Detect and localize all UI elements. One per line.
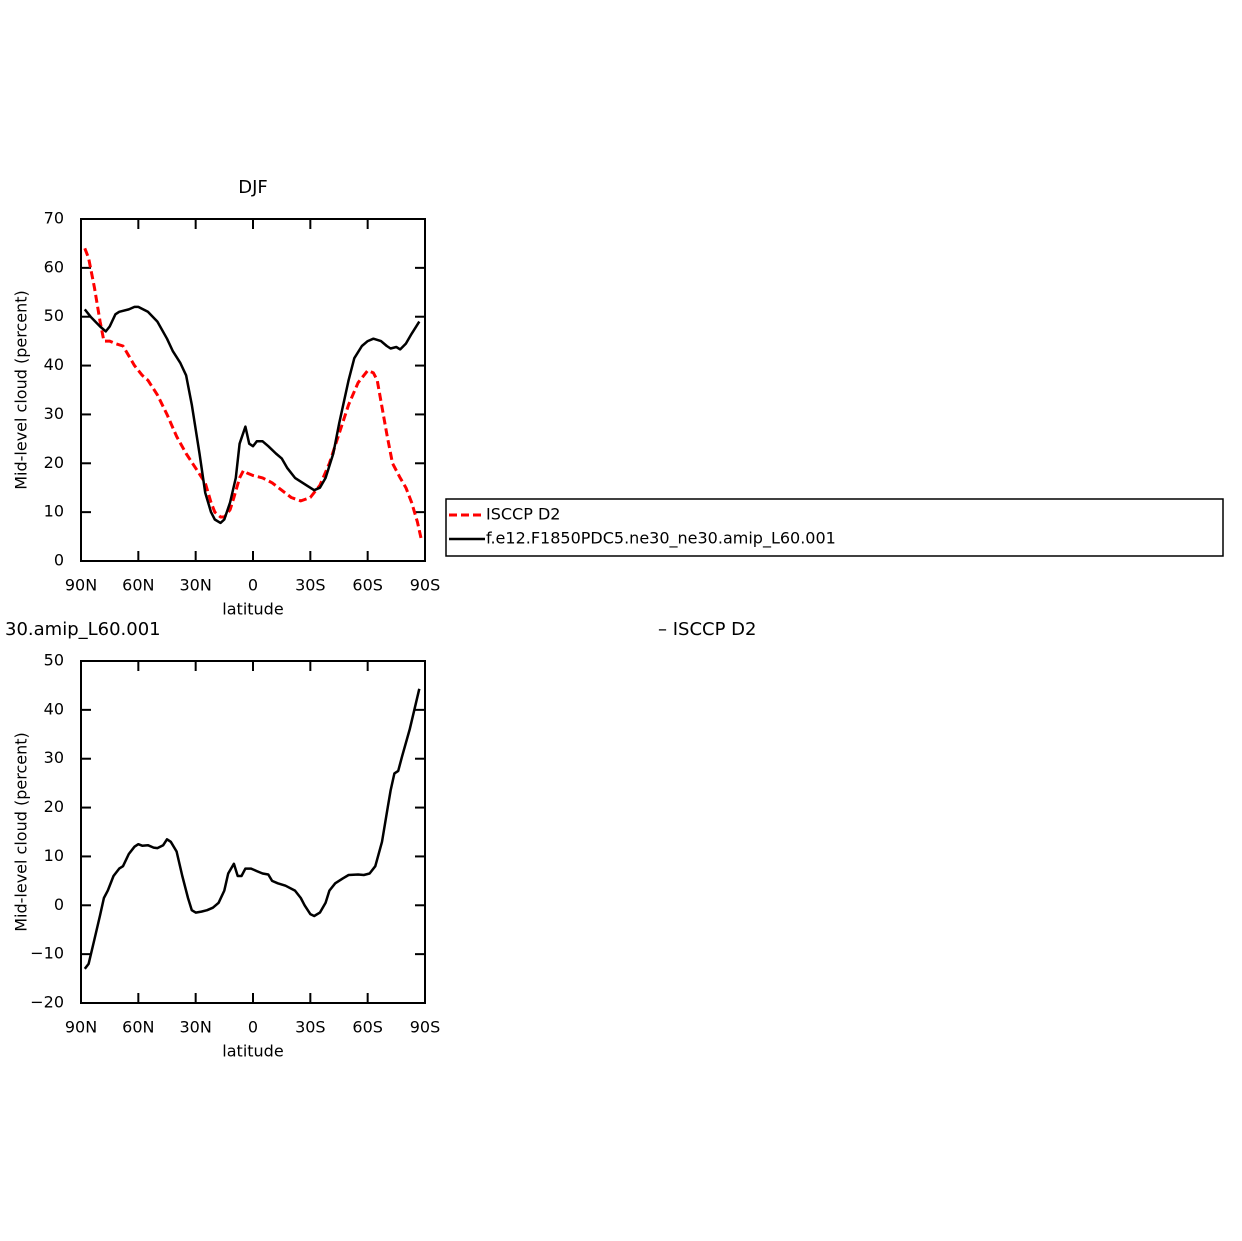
x-tick-label: 60S: [352, 1018, 383, 1037]
legend-label: ISCCP D2: [486, 505, 560, 524]
x-tick-label: 0: [248, 576, 258, 595]
x-tick-label: 30S: [295, 1018, 326, 1037]
y-tick-label: 10: [44, 846, 64, 865]
y-tick-label: 70: [44, 209, 64, 228]
x-tick-label: 0: [248, 1018, 258, 1037]
y-tick-label: −20: [30, 993, 64, 1012]
y-tick-label: −10: [30, 944, 64, 963]
x-tick-label: 90S: [410, 576, 441, 595]
x-axis-label: latitude: [222, 1042, 283, 1061]
y-tick-label: 20: [44, 797, 64, 816]
y-tick-label: 20: [44, 453, 64, 472]
x-axis-label: latitude: [222, 600, 283, 619]
chart-title-left: 30.amip_L60.001: [5, 619, 161, 640]
y-tick-label: 30: [44, 748, 64, 767]
x-tick-label: 30S: [295, 576, 326, 595]
x-tick-label: 90N: [65, 1018, 97, 1037]
y-tick-label: 40: [44, 355, 64, 374]
plot-frame: [80, 660, 426, 1004]
plot-frame: [80, 218, 426, 562]
x-tick-label: 30N: [180, 1018, 212, 1037]
x-tick-label: 90S: [410, 1018, 441, 1037]
data-line: [83, 305, 421, 525]
data-line: [83, 247, 423, 540]
x-tick-label: 30N: [180, 576, 212, 595]
chart-title: DJF: [238, 177, 268, 198]
y-tick-label: 50: [44, 306, 64, 325]
y-tick-label: 30: [44, 404, 64, 423]
y-tick-label: 10: [44, 502, 64, 521]
x-tick-label: 60S: [352, 576, 383, 595]
x-tick-label: 60N: [122, 576, 154, 595]
x-tick-label: 60N: [122, 1018, 154, 1037]
chart-title-right: – ISCCP D2: [658, 619, 756, 640]
y-tick-label: 0: [54, 551, 64, 570]
y-axis-label: Mid-level cloud (percent): [12, 732, 31, 932]
y-axis-label: Mid-level cloud (percent): [12, 290, 31, 490]
y-tick-label: 60: [44, 257, 64, 276]
legend-box: [445, 498, 1224, 557]
y-tick-label: 50: [44, 651, 64, 670]
y-tick-label: 0: [54, 895, 64, 914]
y-tick-label: 40: [44, 699, 64, 718]
data-line: [83, 688, 421, 970]
x-tick-label: 90N: [65, 576, 97, 595]
legend-label: f.e12.F1850PDC5.ne30_ne30.amip_L60.001: [486, 529, 836, 549]
